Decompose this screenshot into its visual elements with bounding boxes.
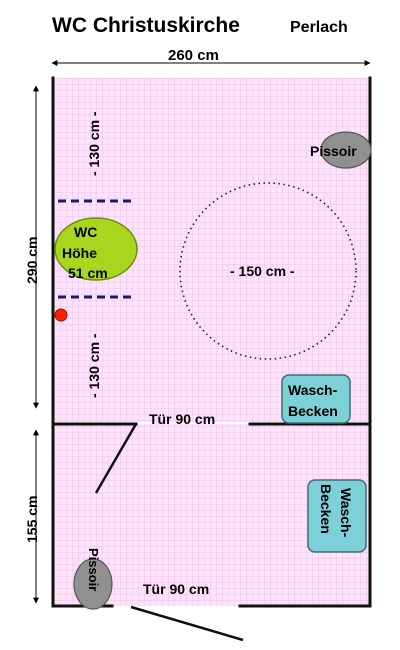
pissoir-upper: [320, 131, 372, 169]
pissoir-upper-label: Pissoir: [310, 143, 357, 159]
wc-label-line1: WC: [74, 224, 97, 240]
height-upper-dimension-label: 290 cm: [24, 237, 40, 284]
inner-door-label: Tür 90 cm: [149, 411, 215, 427]
sink-lower: [307, 479, 367, 553]
inner-door-leaf: [94, 423, 138, 494]
plan-title: WC Christuskirche: [52, 14, 240, 37]
outer-door-leaf: [130, 605, 244, 642]
width-dimension-label: 260 cm: [168, 47, 219, 64]
outer-door-label: Tür 90 cm: [143, 581, 209, 597]
wc-label-line3: 51 cm: [68, 265, 108, 281]
sink-upper: [281, 374, 351, 424]
wc-toilet: [54, 217, 138, 281]
wc-upper-gap-label: - 130 cm -: [86, 111, 102, 176]
pissoir-lower: [73, 558, 113, 610]
sink-upper-label-line1: Wasch-: [288, 382, 338, 398]
pissoir-lower-label: Pissoir: [86, 548, 101, 591]
emergency-button-icon: [54, 308, 68, 322]
turning-circle-label: - 150 cm -: [230, 263, 295, 279]
plan-subtitle: Perlach: [290, 19, 348, 36]
wc-label-line2: Höhe: [62, 245, 97, 261]
turning-circle: [179, 182, 357, 360]
height-lower-dimension-label: 155 cm: [24, 496, 40, 543]
sink-upper-label-line2: Becken: [288, 403, 338, 419]
sink-lower-label-line2: Becken: [318, 484, 334, 534]
wc-lower-gap-label: - 130 cm -: [86, 333, 102, 398]
sink-lower-label-line1: Wasch-: [338, 488, 354, 538]
